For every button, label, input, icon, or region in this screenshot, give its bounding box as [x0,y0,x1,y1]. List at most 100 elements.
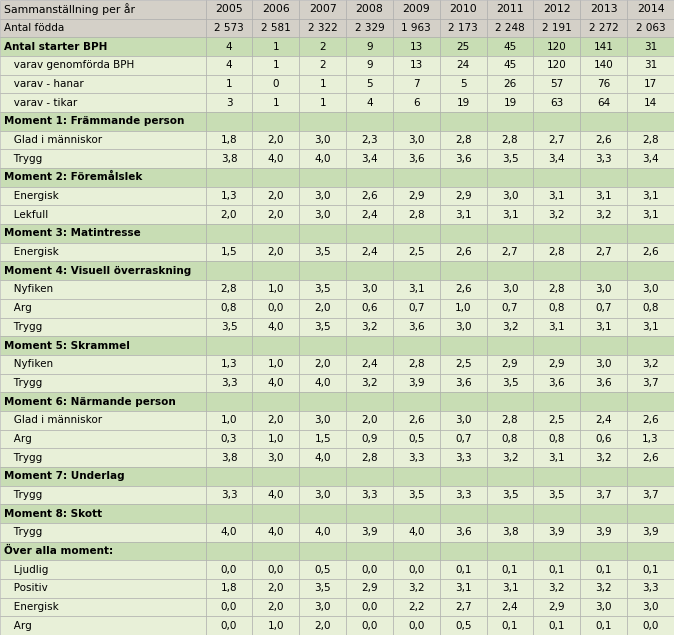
Bar [0,56,206,75]
Bar [487,523,534,542]
Bar [487,0,534,18]
Bar [0,75,206,93]
Bar [534,187,580,206]
Bar [299,299,346,318]
Bar [534,0,580,18]
Bar [627,93,674,112]
Bar [0,243,206,262]
Text: 2: 2 [319,60,326,70]
Bar [627,112,674,131]
Text: Arg: Arg [4,303,32,313]
Bar [580,243,627,262]
Bar [534,280,580,299]
Text: 13: 13 [410,42,423,51]
Text: 3,1: 3,1 [455,210,472,220]
Bar [346,318,393,336]
Text: 3,2: 3,2 [501,453,518,462]
Bar [440,112,487,131]
Text: 1,3: 1,3 [642,434,659,444]
Bar [440,318,487,336]
Bar [487,355,534,373]
Text: 0,9: 0,9 [361,434,377,444]
Bar [0,523,206,542]
Text: 1,0: 1,0 [268,284,284,295]
Bar [0,617,206,635]
Text: 4,0: 4,0 [268,322,284,332]
Bar [487,411,534,429]
Text: 4,0: 4,0 [315,453,331,462]
Text: 3,6: 3,6 [549,378,565,388]
Bar [580,411,627,429]
Bar [346,299,393,318]
Bar [393,392,440,411]
Text: 3,5: 3,5 [501,378,518,388]
Text: 2,4: 2,4 [361,359,378,369]
Bar [627,504,674,523]
Bar [580,486,627,504]
Text: 120: 120 [547,60,567,70]
Text: 2 581: 2 581 [261,23,290,33]
Bar [253,355,299,373]
Bar [253,560,299,579]
Text: 2 191: 2 191 [542,23,572,33]
Text: 0,8: 0,8 [502,434,518,444]
Bar [0,504,206,523]
Text: 2,0: 2,0 [361,415,377,425]
Bar [627,280,674,299]
Text: 64: 64 [597,98,611,108]
Bar [253,18,299,37]
Bar [580,467,627,486]
Bar [253,617,299,635]
Bar [487,598,534,617]
Text: 2 573: 2 573 [214,23,244,33]
Bar [206,131,253,149]
Bar [627,18,674,37]
Bar [440,75,487,93]
Bar [0,336,206,355]
Bar [393,187,440,206]
Bar [0,224,206,243]
Bar [0,93,206,112]
Text: 2,6: 2,6 [642,415,659,425]
Text: 2,8: 2,8 [361,453,378,462]
Text: 3,5: 3,5 [501,154,518,164]
Bar [253,318,299,336]
Bar [487,243,534,262]
Text: 19: 19 [503,98,517,108]
Bar [440,243,487,262]
Bar [206,168,253,187]
Text: 0,1: 0,1 [455,565,471,575]
Bar [440,131,487,149]
Text: Positiv: Positiv [4,584,48,593]
Bar [580,598,627,617]
Text: 3,0: 3,0 [455,322,471,332]
Text: 2,6: 2,6 [455,284,472,295]
Bar [346,149,393,168]
Text: 2 173: 2 173 [448,23,478,33]
Bar [253,467,299,486]
Text: 3,1: 3,1 [595,322,612,332]
Bar [393,318,440,336]
Bar [299,224,346,243]
Text: 2,8: 2,8 [501,135,518,145]
Bar [0,18,206,37]
Text: 1,5: 1,5 [220,247,237,257]
Bar [440,336,487,355]
Text: 3,0: 3,0 [268,453,284,462]
Text: 2: 2 [319,42,326,51]
Text: 2,7: 2,7 [595,247,612,257]
Text: 2012: 2012 [543,4,571,15]
Bar [627,37,674,56]
Bar [580,560,627,579]
Text: 2,6: 2,6 [642,453,659,462]
Bar [299,411,346,429]
Bar [393,598,440,617]
Bar [440,206,487,224]
Text: 140: 140 [594,60,613,70]
Bar [206,467,253,486]
Bar [440,429,487,448]
Text: 3,2: 3,2 [595,453,612,462]
Bar [440,187,487,206]
Text: 0,1: 0,1 [549,620,565,631]
Bar [580,112,627,131]
